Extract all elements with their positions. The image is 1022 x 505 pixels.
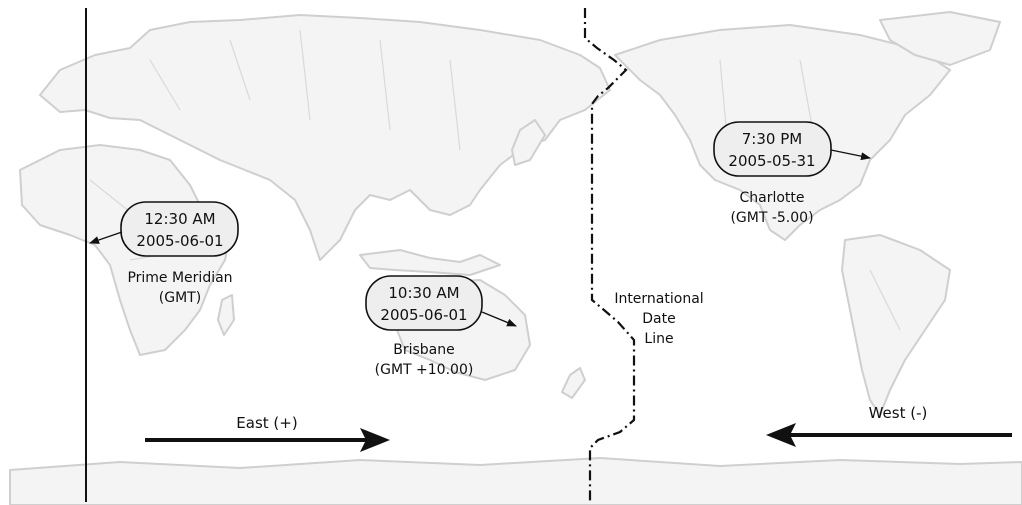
landmass-eurasia	[39, 14, 611, 261]
international-date-line	[583, 8, 636, 504]
landmass-indonesia	[359, 249, 501, 276]
date-line-label-line2: Date	[642, 311, 675, 327]
time-charlotte: 7:30 PM	[742, 130, 802, 148]
callout-prime-meridian: 12:30 AM 2005-06-01 Prime Meridian (GMT)	[89, 201, 239, 306]
landmass-japan	[511, 119, 546, 166]
time-prime-meridian: 12:30 AM	[144, 210, 215, 228]
offset-charlotte: (GMT -5.00)	[730, 210, 813, 226]
time-brisbane: 10:30 AM	[388, 284, 459, 302]
place-charlotte: Charlotte	[739, 190, 804, 206]
time-bubble-prime-meridian	[120, 201, 239, 257]
place-prime-meridian: Prime Meridian	[127, 270, 232, 286]
date-brisbane: 2005-06-01	[380, 306, 467, 324]
landmass-greenland	[879, 11, 1001, 66]
pointer-brisbane	[481, 311, 517, 327]
date-line-label-line3: Line	[644, 331, 673, 347]
west-arrowhead	[766, 423, 796, 447]
date-prime-meridian: 2005-06-01	[136, 232, 223, 250]
pointer-prime-meridian	[89, 231, 123, 244]
pointer-charlotte	[830, 149, 871, 161]
world-map-background	[9, 11, 1022, 505]
west-direction	[766, 423, 1012, 447]
offset-prime-meridian: (GMT)	[159, 290, 201, 306]
time-bubble-charlotte	[713, 121, 832, 177]
date-line-label-line1: International	[614, 291, 703, 307]
landmass-antarctica	[9, 457, 1022, 505]
landmass-madagascar	[217, 294, 235, 336]
offset-brisbane: (GMT +10.00)	[375, 362, 474, 378]
time-bubble-brisbane	[365, 275, 483, 331]
east-arrowhead	[360, 428, 390, 452]
callout-brisbane: 10:30 AM 2005-06-01 Brisbane (GMT +10.00…	[365, 275, 517, 378]
east-direction	[145, 428, 390, 452]
place-brisbane: Brisbane	[393, 342, 455, 358]
landmass-south-america	[841, 234, 951, 416]
landmass-africa	[19, 144, 231, 356]
west-label: West (-)	[869, 404, 928, 422]
date-charlotte: 2005-05-31	[728, 152, 815, 170]
landmass-new-zealand	[561, 367, 586, 399]
east-label: East (+)	[236, 414, 297, 432]
callout-charlotte: 7:30 PM 2005-05-31 Charlotte (GMT -5.00)	[713, 121, 871, 226]
date-line-label: International Date Line	[614, 291, 703, 347]
